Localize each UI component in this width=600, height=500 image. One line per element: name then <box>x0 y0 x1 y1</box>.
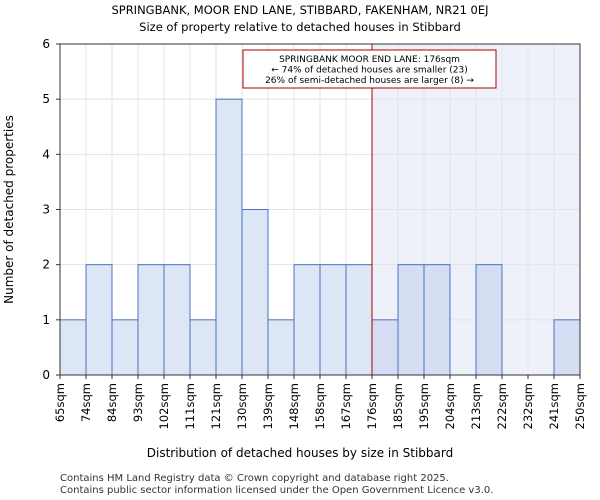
x-tick-label: 204sqm <box>443 383 457 429</box>
x-tick-label: 65sqm <box>53 383 67 422</box>
x-tick-label: 74sqm <box>79 383 93 422</box>
x-tick-label: 167sqm <box>339 383 353 429</box>
x-tick-label: 139sqm <box>261 383 275 429</box>
y-tick-label: 1 <box>42 313 50 327</box>
y-tick-label: 6 <box>42 37 50 51</box>
histogram-bar <box>319 264 347 376</box>
footer-licence: Contains public sector information licen… <box>60 485 494 496</box>
x-tick-label: 241sqm <box>547 383 561 429</box>
x-ticks: 65sqm 74sqm 84sqm 93sqm 102sqm 111sqm 121sqm 13… <box>53 375 587 429</box>
histogram-bar <box>137 264 165 376</box>
x-tick-label: 232sqm <box>521 383 535 429</box>
x-tick-label: 102sqm <box>157 383 171 429</box>
histogram-bar <box>241 209 269 376</box>
y-tick-label: 5 <box>42 92 50 106</box>
annotation-box: SPRINGBANK MOOR END LANE: 176sqm ← 74% o… <box>242 49 497 89</box>
histogram-bar <box>85 264 113 376</box>
footer-copyright: Contains HM Land Registry data © Crown c… <box>60 473 449 484</box>
histogram-bar <box>397 264 425 376</box>
histogram-bar <box>267 319 295 376</box>
x-tick-label: 185sqm <box>391 383 405 429</box>
x-tick-label: 84sqm <box>105 383 119 422</box>
x-tick-label: 121sqm <box>209 383 223 429</box>
x-tick-label: 158sqm <box>313 383 327 429</box>
y-tick-label: 4 <box>42 147 50 161</box>
y-tick-label: 2 <box>42 258 50 272</box>
annotation-line: 26% of semi-detached houses are larger (… <box>265 76 474 86</box>
x-tick-label: 213sqm <box>469 383 483 429</box>
histogram-bar <box>163 264 191 376</box>
x-tick-label: 195sqm <box>417 383 431 429</box>
annotation-line: SPRINGBANK MOOR END LANE: 176sqm <box>279 55 460 65</box>
histogram-bar <box>189 319 217 376</box>
x-tick-label: 250sqm <box>573 383 587 429</box>
x-tick-label: 93sqm <box>131 383 145 422</box>
chart-title: SPRINGBANK, MOOR END LANE, STIBBARD, FAK… <box>111 3 489 17</box>
x-tick-label: 130sqm <box>235 383 249 429</box>
histogram-chart: 0 1 2 3 4 5 6 65sqm 74sqm 84sqm 93sqm 102sqm 111sqm… <box>2 37 587 460</box>
histogram-bar <box>59 319 87 376</box>
y-tick-label: 3 <box>42 203 50 217</box>
histogram-bar <box>345 264 373 376</box>
annotation-frame <box>242 49 497 89</box>
histogram-bar <box>111 319 139 376</box>
histogram-bar <box>371 319 399 376</box>
chart-subtitle: Size of property relative to detached ho… <box>139 20 461 34</box>
histogram-bar <box>475 264 503 376</box>
histogram-bar <box>553 319 581 376</box>
x-tick-label: 111sqm <box>183 383 197 429</box>
y-ticks: 0 1 2 3 4 5 6 <box>42 37 60 382</box>
x-axis-label: Distribution of detached houses by size … <box>147 446 454 460</box>
bars-layer <box>59 98 581 376</box>
histogram-bar <box>293 264 321 376</box>
y-tick-label: 0 <box>42 368 50 382</box>
x-tick-label: 222sqm <box>495 383 509 429</box>
histogram-bar <box>423 264 451 376</box>
annotation-line: ← 74% of detached houses are smaller (23… <box>271 66 468 76</box>
y-axis-label: Number of detached properties <box>2 115 16 304</box>
x-tick-label: 176sqm <box>365 383 379 429</box>
x-tick-label: 148sqm <box>287 383 301 429</box>
histogram-bar <box>215 98 243 376</box>
